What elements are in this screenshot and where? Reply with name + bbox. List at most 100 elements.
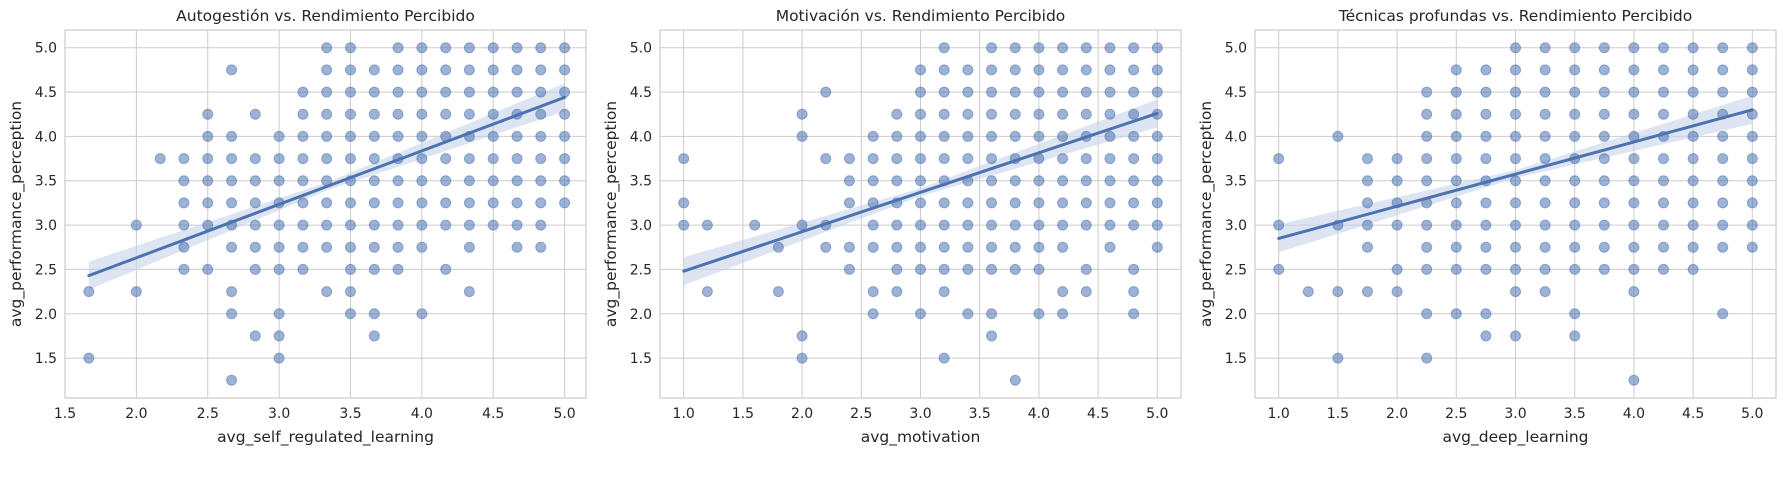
data-point xyxy=(938,219,950,231)
data-point xyxy=(1421,219,1433,231)
data-point xyxy=(1598,197,1610,209)
data-point xyxy=(915,64,926,76)
data-point xyxy=(1151,64,1163,76)
data-point xyxy=(891,286,903,298)
data-point xyxy=(130,286,142,298)
data-point xyxy=(1510,153,1521,165)
y-tick-label: 2.0 xyxy=(630,307,652,323)
data-point xyxy=(1717,86,1729,98)
data-point xyxy=(416,42,428,54)
data-point xyxy=(1687,108,1699,120)
data-point xyxy=(202,153,214,165)
data-point xyxy=(1658,263,1670,275)
data-point xyxy=(249,219,261,231)
data-point xyxy=(1687,130,1699,142)
chart-title: Motivación vs. Rendimiento Percibido xyxy=(776,7,1066,25)
data-point xyxy=(1717,153,1729,165)
data-point xyxy=(1746,130,1758,142)
data-point xyxy=(1598,130,1610,142)
y-tick-label: 5.0 xyxy=(630,41,652,57)
data-point xyxy=(463,241,475,253)
data-point xyxy=(392,219,404,231)
data-point xyxy=(1128,263,1140,275)
data-point xyxy=(1151,219,1163,231)
data-point xyxy=(1421,308,1433,320)
data-point xyxy=(202,197,214,209)
data-point xyxy=(938,130,950,142)
data-point xyxy=(1746,86,1758,98)
data-point xyxy=(1057,219,1069,231)
data-point xyxy=(1687,153,1699,165)
data-point xyxy=(1658,64,1670,76)
data-point xyxy=(891,108,903,120)
data-point xyxy=(1450,219,1462,231)
data-point xyxy=(1128,175,1140,187)
data-point xyxy=(487,219,499,231)
data-point xyxy=(297,175,309,187)
chart-title: Autogestión vs. Rendimiento Percibido xyxy=(176,7,475,25)
data-point xyxy=(1128,153,1140,165)
data-point xyxy=(511,241,523,253)
data-point xyxy=(986,86,998,98)
x-tick-label: 2.0 xyxy=(1386,406,1408,422)
data-point xyxy=(1628,263,1640,275)
data-point xyxy=(416,241,428,253)
data-point xyxy=(1104,108,1116,120)
data-point xyxy=(1361,197,1373,209)
data-point xyxy=(1080,64,1092,76)
data-point xyxy=(1628,42,1640,54)
data-point xyxy=(416,86,428,98)
data-point xyxy=(1539,241,1551,253)
y-tick-label: 3.5 xyxy=(630,174,652,190)
data-point xyxy=(1510,286,1521,298)
x-axis-label: avg_motivation xyxy=(861,428,981,447)
data-point xyxy=(962,108,974,120)
chart-title: Técnicas profundas vs. Rendimiento Perci… xyxy=(1338,7,1692,25)
data-point xyxy=(321,241,333,253)
data-point xyxy=(249,175,261,187)
data-point xyxy=(843,241,855,253)
data-point xyxy=(83,286,95,298)
data-point xyxy=(1057,64,1069,76)
data-point xyxy=(1151,86,1163,98)
data-point xyxy=(1658,42,1670,54)
data-point xyxy=(1480,197,1492,209)
data-point xyxy=(1104,219,1116,231)
data-point xyxy=(440,108,452,120)
data-point xyxy=(1687,42,1699,54)
data-point xyxy=(344,219,356,231)
data-point xyxy=(1009,64,1021,76)
data-point xyxy=(368,108,380,120)
data-point xyxy=(487,197,499,209)
data-point xyxy=(440,219,452,231)
data-point xyxy=(796,108,808,120)
data-point xyxy=(487,42,499,54)
data-point xyxy=(1569,219,1581,231)
data-point xyxy=(416,64,428,76)
data-point xyxy=(1033,308,1045,320)
data-point xyxy=(392,197,404,209)
data-point xyxy=(1332,352,1344,364)
data-point xyxy=(1539,42,1551,54)
data-point xyxy=(392,64,404,76)
data-point xyxy=(416,153,428,165)
data-point xyxy=(1361,219,1373,231)
data-point xyxy=(1687,241,1699,253)
data-point xyxy=(986,197,998,209)
data-point xyxy=(1746,153,1758,165)
data-point xyxy=(1598,42,1610,54)
data-point xyxy=(1033,219,1045,231)
data-point xyxy=(986,241,998,253)
data-point xyxy=(1009,197,1021,209)
data-point xyxy=(1421,86,1433,98)
data-point xyxy=(678,219,690,231)
data-point xyxy=(1658,219,1670,231)
data-point xyxy=(202,175,214,187)
x-axis-label: avg_self_regulated_learning xyxy=(217,428,434,447)
data-point xyxy=(297,86,309,98)
data-point xyxy=(344,286,356,298)
data-point xyxy=(1391,219,1403,231)
data-point xyxy=(915,175,926,187)
data-point xyxy=(1273,219,1285,231)
